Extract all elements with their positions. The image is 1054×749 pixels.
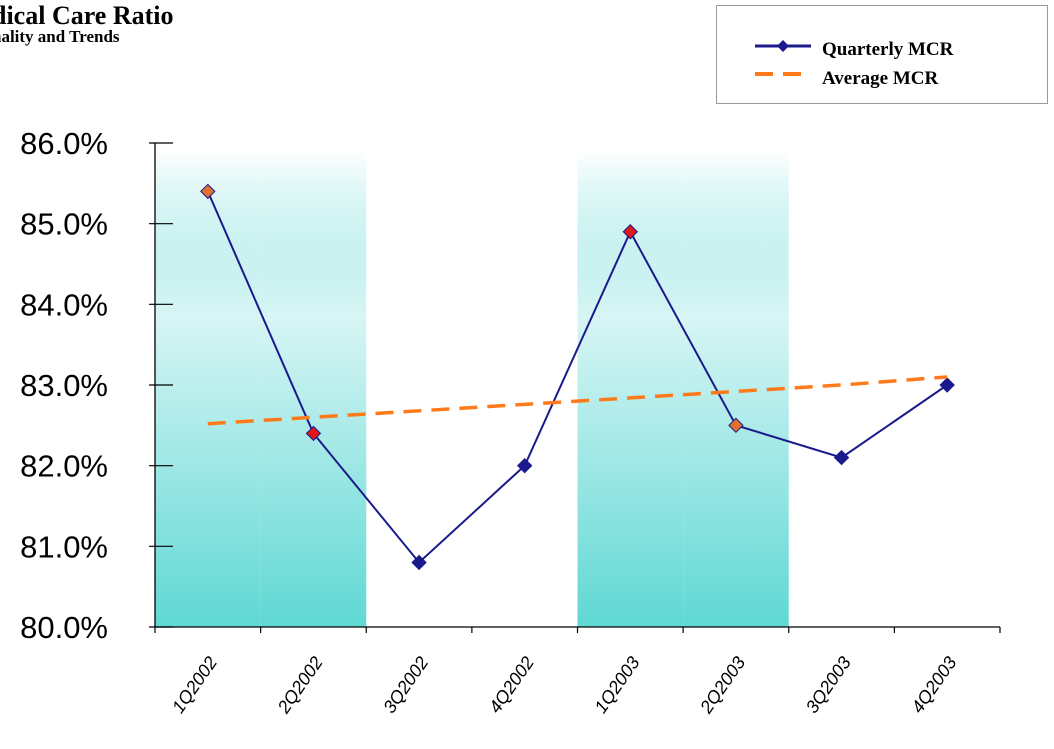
legend-item-average: Average MCR	[717, 66, 1047, 94]
series-line-0	[206, 190, 948, 564]
shaded-band-2Q2002	[260, 150, 367, 627]
series-line-1	[207, 375, 948, 426]
y-tick-label: 81.0%	[20, 529, 108, 564]
data-point-3Q2003	[833, 449, 850, 466]
data-point-2Q2003	[728, 417, 744, 434]
data-point-2Q2002	[305, 425, 322, 442]
shaded-band-1Q2002	[155, 150, 261, 627]
chart-title: dical Care Ratio	[0, 1, 174, 30]
legend-swatch-average-icon	[755, 72, 811, 76]
legend-item-quarterly: Quarterly MCR	[717, 37, 1047, 65]
y-tick-label: 82.0%	[20, 449, 108, 484]
data-point-1Q2003	[622, 224, 639, 240]
y-tick-label: 86.0%	[20, 126, 108, 161]
x-tick-label: 1Q2003	[590, 653, 643, 717]
x-tick-label: 4Q2003	[907, 653, 960, 717]
x-tick-label: 1Q2002	[168, 653, 221, 717]
data-point-1Q2002	[200, 183, 216, 200]
x-tick-label: 3Q2003	[802, 653, 855, 717]
x-tick-label: 3Q2002	[379, 653, 432, 717]
legend-label-average: Average MCR	[822, 68, 939, 89]
chart-subtitle: nality and Trends	[0, 27, 120, 46]
data-point-4Q2003	[939, 377, 955, 393]
y-tick-label: 85.0%	[20, 207, 108, 242]
x-tick-label: 2Q2003	[696, 653, 750, 718]
data-point-3Q2002	[411, 554, 427, 571]
data-point-4Q2002	[516, 457, 533, 474]
chart-legend: Quarterly MCR Average MCR	[716, 5, 1048, 104]
legend-swatch-quarterly-icon	[755, 40, 811, 52]
y-tick-label: 80.0%	[20, 610, 108, 645]
legend-label-quarterly: Quarterly MCR	[822, 39, 954, 60]
x-tick-label: 2Q2002	[273, 653, 327, 718]
y-tick-label: 83.0%	[20, 368, 108, 403]
shaded-band-1Q2003	[577, 150, 684, 627]
x-tick-label: 4Q2002	[485, 653, 538, 717]
y-tick-label: 84.0%	[20, 287, 108, 322]
